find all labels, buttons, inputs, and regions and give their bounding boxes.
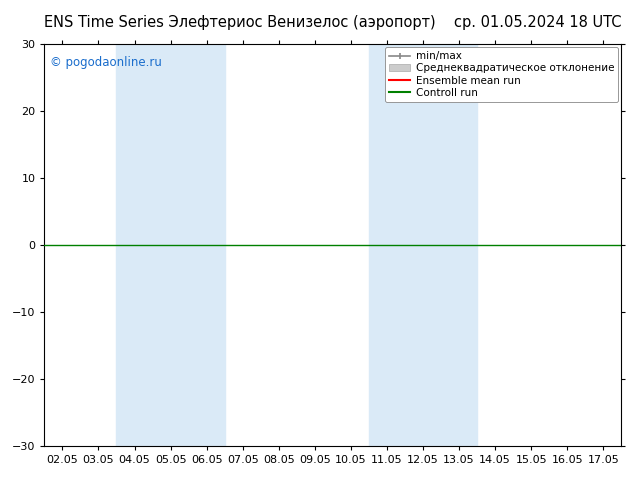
Text: © pogodaonline.ru: © pogodaonline.ru <box>50 56 162 69</box>
Text: ср. 01.05.2024 18 UTC: ср. 01.05.2024 18 UTC <box>454 15 621 30</box>
Legend: min/max, Среднеквадратическое отклонение, Ensemble mean run, Controll run: min/max, Среднеквадратическое отклонение… <box>385 47 618 102</box>
Bar <box>369 44 477 446</box>
Text: ENS Time Series Элефтериос Венизелос (аэропорт): ENS Time Series Элефтериос Венизелос (аэ… <box>44 15 436 30</box>
Bar <box>117 44 224 446</box>
